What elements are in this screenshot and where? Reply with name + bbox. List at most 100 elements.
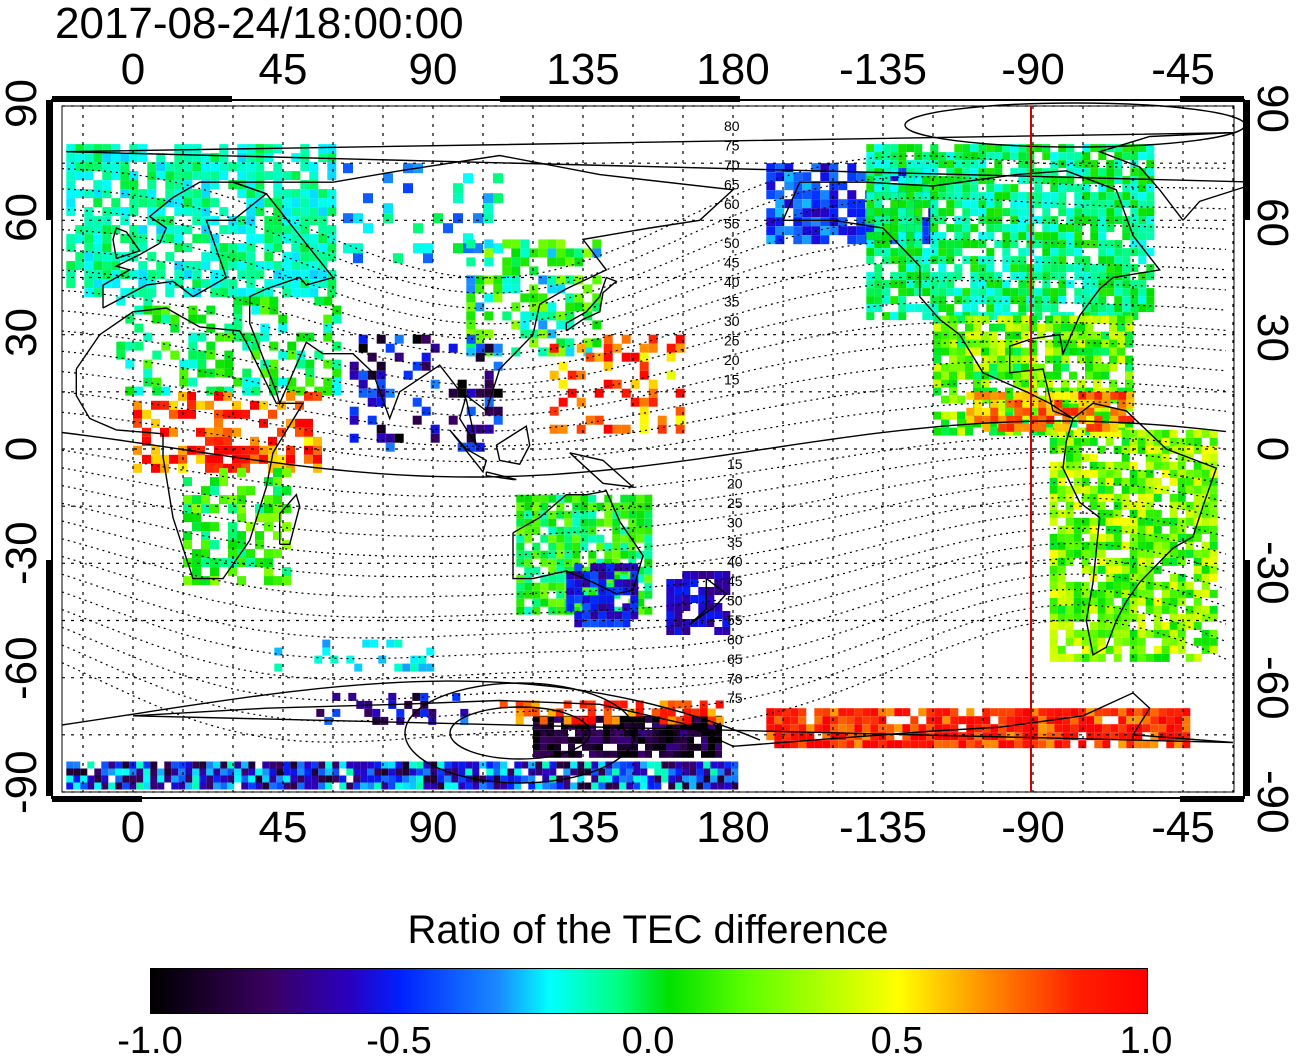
tec-cell: [1122, 280, 1131, 289]
tec-cell: [829, 226, 839, 236]
contour-label: 70: [727, 671, 743, 687]
tec-cell: [304, 454, 313, 464]
tec-cell: [580, 590, 589, 599]
tec-cell: [428, 708, 437, 717]
tec-cell: [259, 445, 268, 455]
tec-cell: [93, 153, 103, 163]
tec-cell: [192, 153, 202, 163]
tec-cell: [1030, 732, 1039, 741]
tec-cell: [874, 208, 883, 217]
tec-cell: [484, 388, 494, 398]
tec-cell: [866, 304, 875, 313]
tec-cell: [269, 386, 279, 396]
tec-cell: [466, 257, 476, 267]
tec-cell: [224, 368, 234, 378]
tec-cell: [410, 663, 419, 672]
tec-cell: [108, 768, 116, 776]
tec-cell: [1153, 525, 1162, 534]
tec-cell: [421, 406, 431, 416]
tec-cell: [1042, 208, 1051, 217]
tec-cell: [1110, 732, 1119, 741]
tec-cell: [989, 363, 997, 372]
tec-cell: [1169, 533, 1178, 542]
tec-cell: [1018, 304, 1027, 313]
tec-cell: [538, 248, 548, 258]
tec-cell: [116, 350, 126, 360]
tec-cell: [604, 542, 613, 551]
tec-cell: [304, 445, 313, 455]
tec-cell: [1090, 240, 1099, 249]
tec-cell: [846, 732, 855, 741]
tec-cell: [580, 534, 589, 543]
tec-cell: [1177, 485, 1186, 494]
tec-cell: [178, 775, 186, 783]
tec-cell: [829, 163, 839, 173]
tec-cell: [621, 334, 631, 344]
tec-cell: [133, 463, 142, 473]
tec-cell: [612, 518, 621, 527]
tec-cell: [511, 320, 521, 330]
tec-cell: [548, 526, 557, 535]
tec-cell: [547, 275, 557, 285]
tec-cell: [463, 173, 473, 184]
tec-cell: [565, 275, 575, 285]
tec-cell: [1101, 411, 1109, 420]
tec-cell: [802, 235, 812, 245]
tec-cell: [227, 775, 235, 783]
tec-cell: [965, 339, 973, 348]
tec-cell: [1097, 517, 1106, 526]
tec-cell: [80, 768, 88, 776]
tec-cell: [866, 144, 875, 153]
tec-cell: [1049, 461, 1058, 470]
tec-cell: [1058, 200, 1067, 209]
tec-cell: [1006, 724, 1015, 733]
tec-cell: [878, 740, 887, 749]
tec-cell: [237, 171, 247, 181]
tec-cell: [516, 582, 525, 591]
tec-cell: [410, 655, 419, 664]
tec-cell: [185, 768, 193, 776]
tec-cell: [157, 775, 165, 783]
tec-cell: [1086, 407, 1095, 416]
tec-cell: [973, 371, 981, 380]
tec-cell: [766, 208, 776, 218]
tec-cell: [327, 198, 337, 208]
left-latitude-tick: 30: [0, 308, 46, 357]
tec-cell: [874, 144, 883, 153]
tec-cell: [1153, 517, 1162, 526]
tec-cell: [214, 418, 223, 428]
tec-cell: [989, 371, 997, 380]
tec-cell: [1129, 629, 1138, 638]
tec-cell: [1006, 716, 1015, 725]
tec-cell: [372, 708, 381, 717]
tec-cell: [930, 240, 939, 249]
tec-cell: [890, 232, 899, 241]
tec-cell: [547, 284, 557, 294]
tec-cell: [138, 261, 148, 271]
tec-cell: [1082, 296, 1091, 305]
tec-cell: [661, 768, 669, 776]
tec-cell: [206, 386, 216, 396]
tec-cell: [183, 576, 192, 586]
tec-cell: [563, 782, 571, 790]
tec-cell: [982, 391, 991, 400]
tec-cell: [237, 270, 247, 280]
tec-cell: [188, 359, 198, 369]
tec-cell: [197, 314, 207, 324]
tec-cell: [1022, 716, 1031, 725]
tec-cell: [564, 494, 573, 503]
tec-cell: [1046, 407, 1055, 416]
tec-cell: [930, 184, 939, 193]
tec-cell: [1130, 280, 1139, 289]
tec-cell: [1106, 208, 1115, 217]
tec-cell: [197, 359, 207, 369]
tec-cell: [277, 400, 286, 410]
tec-cell: [774, 740, 783, 749]
tec-cell: [583, 311, 593, 321]
tec-cell: [1078, 415, 1087, 424]
tec-cell: [612, 526, 621, 535]
tec-cell: [108, 761, 116, 769]
tec-cell: [1130, 200, 1139, 209]
tec-cell: [1034, 264, 1043, 273]
tec-cell: [854, 708, 863, 717]
